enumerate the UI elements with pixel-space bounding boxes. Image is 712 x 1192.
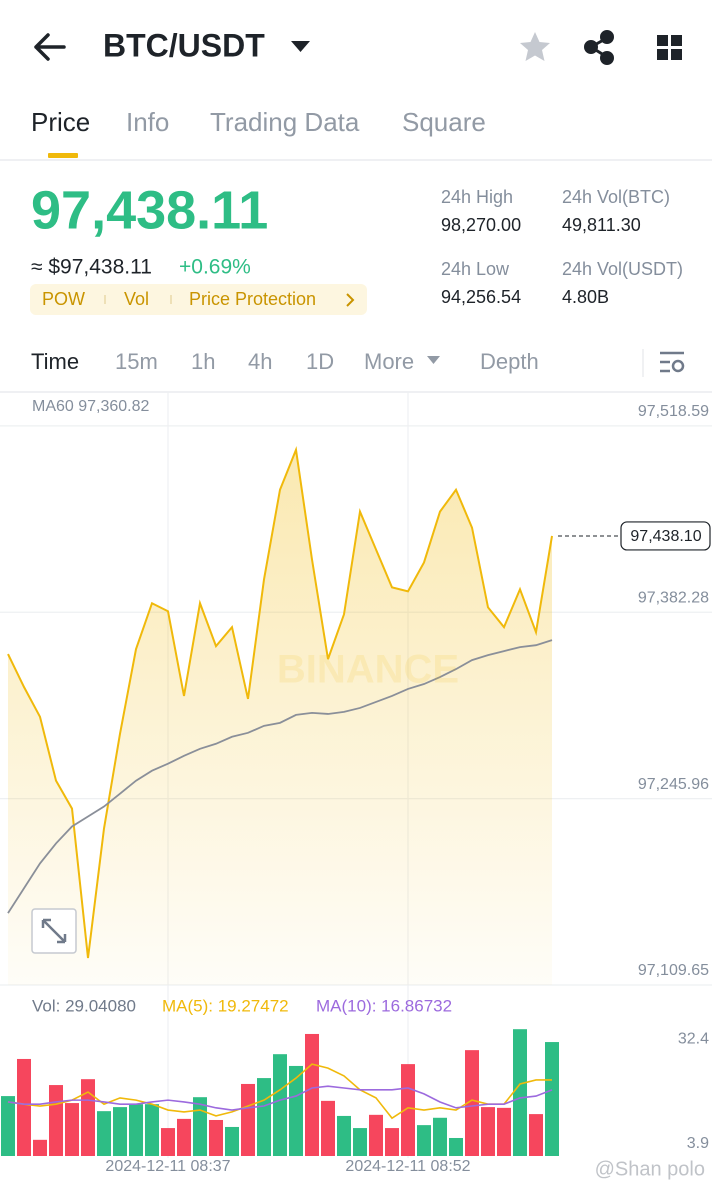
volume-bar [33, 1139, 47, 1156]
volume-bar [289, 1065, 303, 1156]
volume-bar [545, 1042, 559, 1156]
tag[interactable]: Vol [124, 289, 149, 309]
share-button[interactable] [584, 30, 614, 65]
volume-bar [369, 1114, 383, 1156]
volume-bar [401, 1064, 415, 1156]
volume-bar [273, 1054, 287, 1156]
tag-bar[interactable] [30, 284, 367, 315]
credit: @Shan polo [595, 1158, 705, 1180]
volume-bar [321, 1100, 335, 1156]
volume-bar [449, 1137, 463, 1156]
menu-grid[interactable] [657, 35, 682, 60]
back-button[interactable] [34, 33, 66, 61]
stat-value: 98,270.00 [441, 215, 521, 235]
interval[interactable]: 1h [191, 349, 215, 374]
x-tick-label: 2024-12-11 08:52 [345, 1158, 470, 1175]
volume-bar [481, 1107, 495, 1156]
stat-label: 24h Low [441, 259, 510, 279]
volume-bar [337, 1115, 351, 1156]
favorite-star[interactable] [520, 32, 550, 61]
volume-bar [81, 1079, 95, 1156]
stat-label: 24h High [441, 187, 513, 207]
legend-entry: MA(5): 19.27472 [162, 996, 289, 1015]
volume-bar [497, 1107, 511, 1156]
stat-value: 94,256.54 [441, 287, 521, 307]
stat-label: 24h Vol(BTC) [562, 187, 670, 207]
interval[interactable]: 15m [115, 349, 158, 374]
stat-value: 4.80B [562, 287, 609, 307]
volume-bar [209, 1119, 223, 1156]
y-tick-label: 97,109.65 [638, 962, 709, 979]
tab[interactable]: Info [126, 107, 169, 137]
y-tick-label: 97,245.96 [638, 776, 709, 793]
price-line [7, 446, 553, 959]
chart-area: 97,518.59 97,382.28 97,245.96 97,109.65 2024… [0, 392, 712, 1175]
y-tick-label: 32.4 [678, 1030, 709, 1047]
watermark: BINANCE [277, 648, 459, 692]
tab[interactable]: Trading Data [210, 107, 360, 137]
x-tick-label: 2024-12-11 08:37 [105, 1158, 230, 1175]
volume-bar [385, 1128, 399, 1156]
approx-price: ≈ $97,438.11 [31, 256, 152, 279]
price-area [8, 449, 552, 985]
last-price-label: 97,438.10 [630, 528, 701, 545]
stat-value: 49,811.30 [562, 215, 641, 235]
ma-line [7, 639, 553, 914]
tab-indicator [48, 153, 78, 158]
volume-bar [1, 1096, 15, 1156]
last-price: 97,438.11 [31, 180, 268, 240]
volume-bar [161, 1128, 175, 1156]
expand-button[interactable] [31, 908, 77, 954]
interval[interactable]: Time [31, 349, 79, 374]
tab[interactable]: Price [31, 107, 90, 137]
volume-bar [177, 1118, 191, 1156]
tag[interactable]: Price Protection [189, 289, 316, 309]
volume-bar [353, 1128, 367, 1156]
more-dropdown[interactable] [427, 356, 440, 364]
volume-bar [513, 1029, 527, 1156]
volume-bar [65, 1103, 79, 1156]
legend-entry: Vol: 29.04080 [32, 996, 136, 1015]
volume-bar [17, 1058, 31, 1156]
interval[interactable]: Depth [480, 349, 539, 374]
stat-label: 24h Vol(USDT) [562, 259, 683, 279]
tag-chevron [346, 293, 355, 307]
volume-bar [49, 1085, 63, 1156]
pair-dropdown[interactable] [291, 41, 310, 52]
volume-bar [465, 1050, 479, 1156]
volume-bar [225, 1126, 239, 1156]
y-tick-label: 3.9 [687, 1135, 709, 1152]
tag[interactable]: POW [42, 289, 85, 309]
volume-bar [241, 1083, 255, 1156]
volume-bar [417, 1125, 431, 1156]
volume-bar [433, 1117, 447, 1156]
volume-bar [129, 1104, 143, 1156]
legend-entry: MA(10): 16.86732 [316, 996, 452, 1015]
interval[interactable]: 4h [248, 349, 272, 374]
volume-bar [97, 1111, 111, 1156]
price-change: +0.69% [179, 256, 251, 279]
interval[interactable]: More [364, 349, 414, 374]
interval[interactable]: 1D [306, 349, 334, 374]
volume-ma-line [7, 1085, 553, 1111]
volume-bar [305, 1033, 319, 1156]
chart-settings[interactable] [660, 351, 685, 373]
last-price-box [620, 521, 711, 551]
volume-bar [529, 1114, 543, 1156]
pair-title[interactable]: BTC/USDT [103, 27, 265, 63]
legend-entry: MA60 97,360.82 [32, 398, 150, 415]
y-tick-label: 97,382.28 [638, 589, 709, 606]
tab[interactable]: Square [402, 107, 486, 137]
volume-bar [113, 1107, 127, 1156]
y-tick-label: 97,518.59 [638, 403, 709, 420]
volume-bar [257, 1078, 271, 1156]
volume-bar [145, 1104, 159, 1156]
